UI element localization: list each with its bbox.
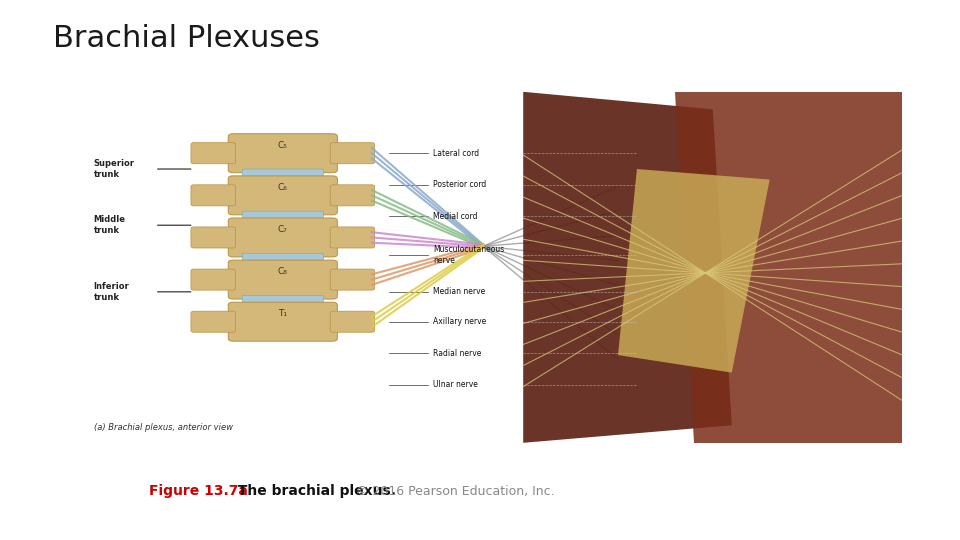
- Text: C₆: C₆: [277, 183, 288, 192]
- Text: (a) Brachial plexus, anterior view: (a) Brachial plexus, anterior view: [93, 423, 232, 432]
- Text: Medial cord: Medial cord: [433, 212, 478, 221]
- Text: Brachial Plexuses: Brachial Plexuses: [53, 24, 320, 53]
- FancyBboxPatch shape: [191, 311, 235, 332]
- FancyBboxPatch shape: [242, 253, 324, 264]
- FancyBboxPatch shape: [228, 218, 337, 257]
- Text: Middle
trunk: Middle trunk: [93, 215, 126, 235]
- Text: Median nerve: Median nerve: [433, 287, 486, 296]
- FancyBboxPatch shape: [330, 311, 374, 332]
- Text: T₁: T₁: [278, 309, 287, 318]
- FancyBboxPatch shape: [191, 143, 235, 164]
- FancyBboxPatch shape: [242, 211, 324, 221]
- FancyBboxPatch shape: [228, 134, 337, 173]
- FancyBboxPatch shape: [242, 295, 324, 306]
- FancyBboxPatch shape: [242, 169, 324, 179]
- Text: Ulnar nerve: Ulnar nerve: [433, 380, 478, 389]
- Text: Axillary nerve: Axillary nerve: [433, 317, 487, 326]
- FancyBboxPatch shape: [330, 269, 374, 290]
- FancyBboxPatch shape: [191, 269, 235, 290]
- FancyBboxPatch shape: [228, 176, 337, 215]
- Text: The brachial plexus.: The brachial plexus.: [228, 484, 396, 498]
- Text: Lateral cord: Lateral cord: [433, 148, 479, 158]
- FancyBboxPatch shape: [330, 143, 374, 164]
- Text: Musculocutaneous
nerve: Musculocutaneous nerve: [433, 245, 504, 265]
- FancyBboxPatch shape: [191, 185, 235, 206]
- Text: Inferior
trunk: Inferior trunk: [93, 282, 130, 301]
- Text: C₇: C₇: [277, 225, 288, 234]
- Text: Radial nerve: Radial nerve: [433, 349, 482, 358]
- Text: Superior
trunk: Superior trunk: [93, 159, 134, 179]
- Text: C₅: C₅: [277, 141, 288, 150]
- FancyBboxPatch shape: [330, 185, 374, 206]
- FancyBboxPatch shape: [228, 302, 337, 341]
- Text: Posterior cord: Posterior cord: [433, 180, 487, 190]
- Polygon shape: [523, 92, 732, 443]
- Polygon shape: [618, 169, 770, 373]
- Text: C₈: C₈: [277, 267, 288, 276]
- Text: Figure 13.7a: Figure 13.7a: [149, 484, 248, 498]
- Text: © 2016 Pearson Education, Inc.: © 2016 Pearson Education, Inc.: [348, 485, 554, 498]
- Polygon shape: [675, 92, 902, 443]
- FancyBboxPatch shape: [191, 227, 235, 248]
- FancyBboxPatch shape: [228, 260, 337, 299]
- FancyBboxPatch shape: [330, 227, 374, 248]
